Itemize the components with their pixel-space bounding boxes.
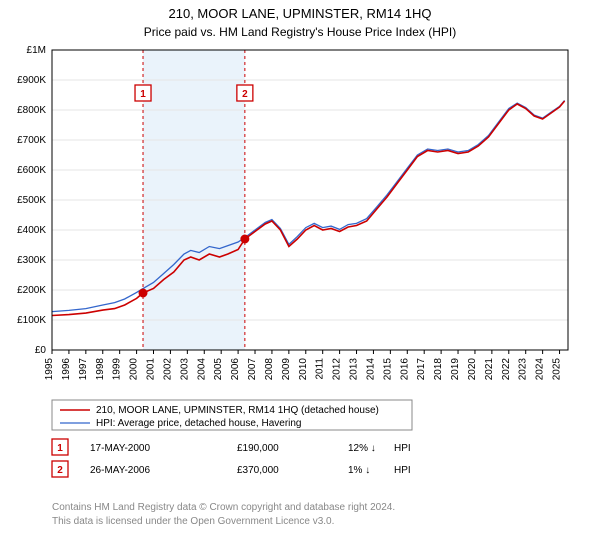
- transaction-price: £370,000: [237, 465, 279, 476]
- x-tick-label: 1995: [44, 358, 55, 381]
- x-tick-label: 2011: [315, 358, 326, 380]
- transaction-hpi-label: HPI: [394, 443, 411, 454]
- x-tick-label: 1996: [61, 358, 72, 381]
- chart-title-line1: 210, MOOR LANE, UPMINSTER, RM14 1HQ: [169, 6, 432, 21]
- transaction-diff: 12% ↓: [348, 443, 376, 454]
- y-tick-label: £900K: [17, 75, 46, 86]
- x-tick-label: 2012: [332, 358, 343, 381]
- x-tick-label: 2004: [196, 358, 207, 381]
- x-tick-label: 2016: [399, 358, 410, 381]
- transaction-marker-number: 2: [242, 89, 248, 100]
- x-tick-label: 2007: [247, 358, 258, 381]
- x-tick-label: 1997: [78, 358, 89, 381]
- x-tick-label: 2021: [484, 358, 495, 381]
- x-tick-label: 2000: [129, 358, 140, 381]
- transaction-hpi-label: HPI: [394, 465, 411, 476]
- x-tick-label: 2009: [281, 358, 292, 381]
- transaction-marker: [139, 289, 147, 297]
- y-tick-label: £100K: [17, 315, 46, 326]
- x-tick-label: 2018: [433, 358, 444, 381]
- x-tick-label: 2015: [382, 358, 393, 381]
- transaction-marker-number: 1: [140, 89, 146, 100]
- x-tick-label: 2003: [179, 358, 190, 381]
- transaction-date: 26-MAY-2006: [90, 465, 150, 476]
- transaction-marker: [241, 235, 249, 243]
- transaction-row-number: 1: [57, 443, 63, 454]
- y-tick-label: £600K: [17, 165, 46, 176]
- series-hpi: [52, 100, 565, 311]
- x-tick-label: 1998: [95, 358, 106, 381]
- y-tick-label: £200K: [17, 285, 46, 296]
- x-tick-label: 2017: [416, 358, 427, 381]
- x-tick-label: 2008: [264, 358, 275, 381]
- x-tick-label: 2020: [467, 358, 478, 381]
- footer-line2: This data is licensed under the Open Gov…: [52, 516, 334, 527]
- y-tick-label: £1M: [27, 45, 46, 56]
- chart-title-line2: Price paid vs. HM Land Registry's House …: [144, 25, 456, 39]
- x-tick-label: 2006: [230, 358, 241, 381]
- transaction-diff: 1% ↓: [348, 465, 370, 476]
- x-tick-label: 2014: [365, 358, 376, 381]
- legend-label: HPI: Average price, detached house, Have…: [96, 418, 302, 429]
- transaction-row-number: 2: [57, 465, 63, 476]
- y-tick-label: £800K: [17, 105, 46, 116]
- y-tick-label: £500K: [17, 195, 46, 206]
- x-tick-label: 2005: [213, 358, 224, 381]
- x-tick-label: 2019: [450, 358, 461, 381]
- x-tick-label: 2010: [298, 358, 309, 381]
- x-tick-label: 2024: [535, 358, 546, 381]
- series-property: [52, 101, 565, 316]
- y-tick-label: £700K: [17, 135, 46, 146]
- y-tick-label: £400K: [17, 225, 46, 236]
- footer-line1: Contains HM Land Registry data © Crown c…: [52, 502, 395, 513]
- y-tick-label: £300K: [17, 255, 46, 266]
- x-tick-label: 2013: [349, 358, 360, 381]
- x-tick-label: 2025: [552, 358, 563, 381]
- transaction-date: 17-MAY-2000: [90, 443, 150, 454]
- y-tick-label: £0: [35, 345, 47, 356]
- x-tick-label: 1999: [112, 358, 123, 381]
- transaction-price: £190,000: [237, 443, 279, 454]
- x-tick-label: 2001: [146, 358, 157, 381]
- x-tick-label: 2023: [518, 358, 529, 381]
- x-tick-label: 2002: [162, 358, 173, 381]
- x-tick-label: 2022: [501, 358, 512, 381]
- legend-label: 210, MOOR LANE, UPMINSTER, RM14 1HQ (det…: [96, 405, 379, 416]
